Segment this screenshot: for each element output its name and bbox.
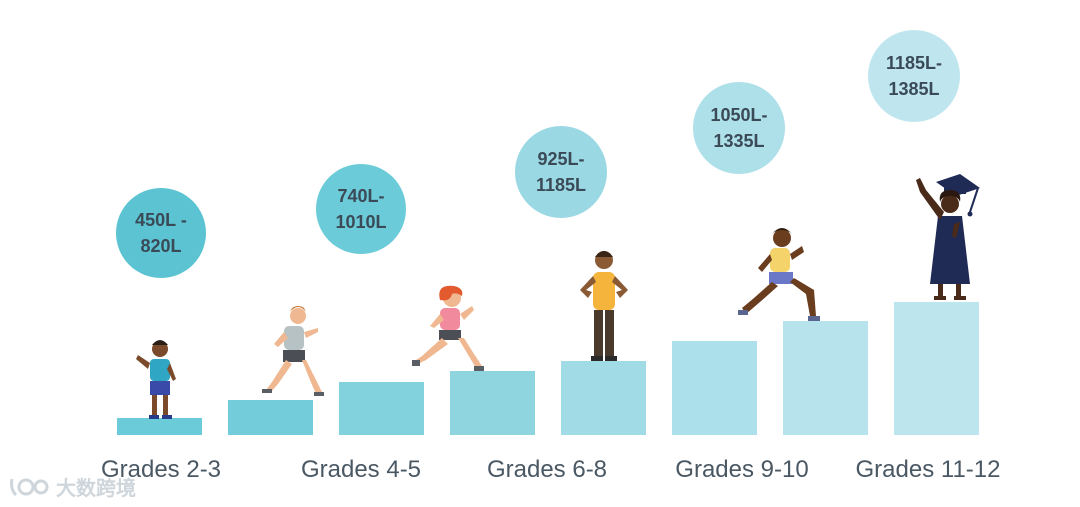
step-bar xyxy=(339,382,424,435)
graduate-figure xyxy=(916,174,980,300)
lexile-bubble-grades-2-3: 450L - 820L xyxy=(116,188,206,278)
watermark: 大数跨境 xyxy=(8,472,136,501)
step-bar xyxy=(450,371,535,435)
grade-label-4-5: Grades 4-5 xyxy=(300,456,422,483)
small-child-figure xyxy=(136,340,176,419)
lexile-bubble-grades-4-5: 740L- 1010L xyxy=(316,164,406,254)
step-bar xyxy=(783,321,868,435)
lexile-bubble-grades-6-8: 925L- 1185L xyxy=(515,126,607,218)
step-bar xyxy=(561,361,646,435)
step-bar xyxy=(117,418,202,435)
lexile-bubble-grades-11-12: 1185L- 1385L xyxy=(868,30,960,122)
watermark-text: 大数跨境 xyxy=(56,478,136,500)
watermark-logo-icon xyxy=(10,478,49,496)
step-bar xyxy=(894,302,979,435)
running-girl-figure xyxy=(412,285,484,371)
grade-label-6-8: Grades 6-8 xyxy=(486,456,608,483)
standing-teen-figure xyxy=(580,251,628,361)
step-bar xyxy=(228,400,313,435)
climbing-teen-figure xyxy=(738,228,820,321)
grade-label-9-10: Grades 9-10 xyxy=(675,456,809,483)
grade-label-2-3: Grades 2-3 xyxy=(100,456,222,483)
lexile-bubble-grades-9-10: 1050L- 1335L xyxy=(693,82,785,174)
step-bar xyxy=(672,341,757,435)
running-boy-figure xyxy=(262,306,324,396)
grade-label-11-12: Grades 11-12 xyxy=(855,456,1001,483)
